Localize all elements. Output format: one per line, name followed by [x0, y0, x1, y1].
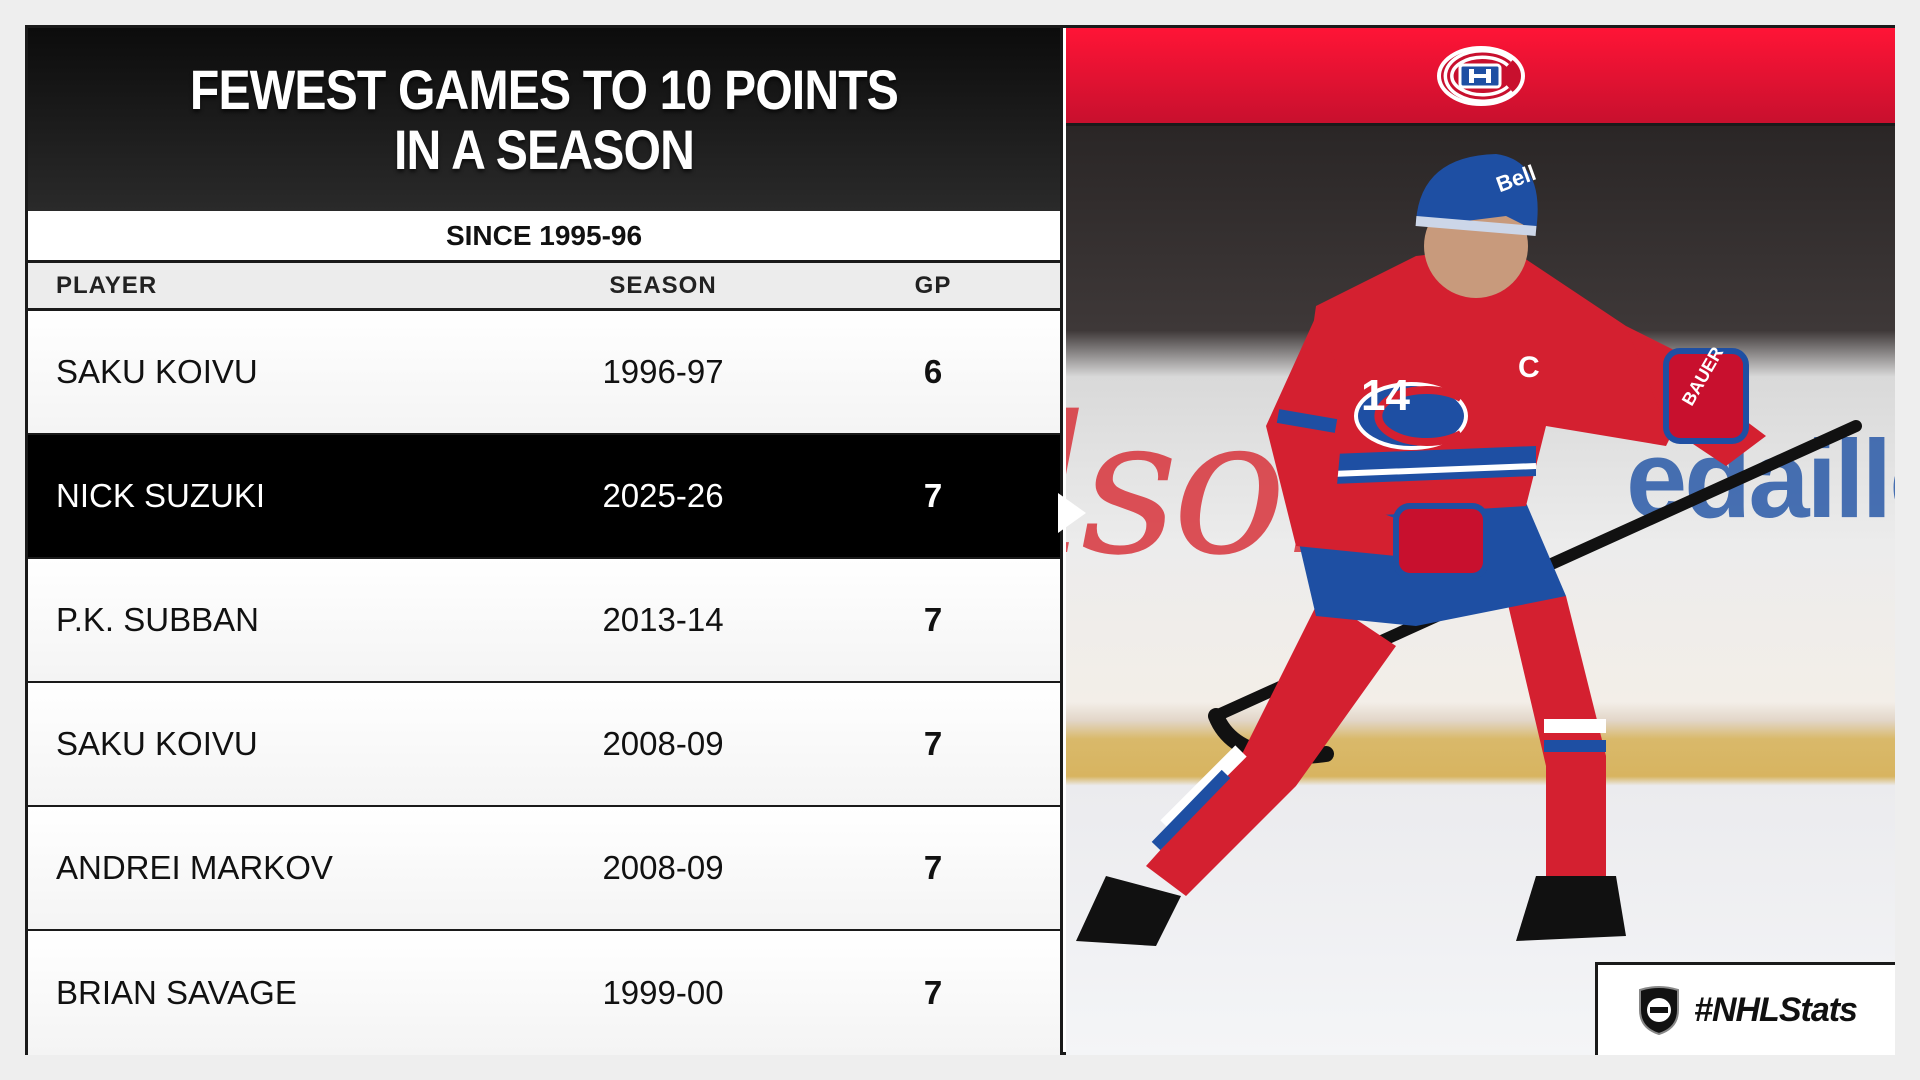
captain-letter-text: C: [1518, 351, 1540, 384]
table-row: ANDREI MARKOV 2008-09 7: [28, 807, 1060, 931]
player-illustration: [1076, 154, 1862, 946]
player-photo: lson edailles: [1066, 126, 1895, 1055]
table-row-highlighted: NICK SUZUKI 2025-26 7: [28, 435, 1060, 559]
column-header-player: PLAYER: [56, 271, 158, 299]
jersey-number-text: 14: [1361, 371, 1410, 420]
gp-value: 7: [923, 601, 943, 638]
stats-table-panel: FEWEST GAMES TO 10 POINTS IN A SEASON SI…: [28, 28, 1063, 1055]
highlight-pointer-icon: [1058, 493, 1086, 533]
table-row: SAKU KOIVU 1996-97 6: [28, 311, 1060, 435]
gp-value: 7: [923, 725, 943, 762]
nhl-stats-badge: #NHLStats: [1595, 962, 1895, 1055]
table-header: PLAYER SEASON GP: [28, 263, 1060, 311]
season-value: 2008-09: [602, 849, 724, 886]
gp-value: 7: [923, 477, 943, 514]
season-value: 2013-14: [602, 601, 724, 638]
hashtag-text: #NHLStats: [1694, 990, 1858, 1029]
column-header-season: SEASON: [609, 271, 717, 299]
column-header-gp: GP: [914, 271, 952, 299]
gp-value: 7: [923, 974, 943, 1011]
page-title: FEWEST GAMES TO 10 POINTS IN A SEASON: [189, 57, 899, 181]
graphic-frame: FEWEST GAMES TO 10 POINTS IN A SEASON SI…: [25, 25, 1895, 1055]
player-name: SAKU KOIVU: [56, 353, 258, 390]
player-name: P.K. SUBBAN: [56, 601, 259, 638]
season-value: 1999-00: [602, 974, 724, 1011]
title-block: FEWEST GAMES TO 10 POINTS IN A SEASON: [28, 28, 1060, 211]
player-photo-panel: lson edailles: [1066, 28, 1895, 1055]
gp-value: 7: [923, 849, 943, 886]
player-name: NICK SUZUKI: [56, 477, 266, 514]
player-name: SAKU KOIVU: [56, 725, 258, 762]
nhl-shield-icon: [1639, 986, 1680, 1036]
season-value: 2008-09: [602, 725, 724, 762]
gp-value: 6: [923, 353, 943, 390]
team-banner: [1066, 28, 1895, 126]
canadiens-logo-icon: [1436, 45, 1525, 106]
table-row: SAKU KOIVU 2008-09 7: [28, 683, 1060, 807]
table-body: SAKU KOIVU 1996-97 6 NICK SUZUKI 2025-26…: [28, 311, 1060, 1055]
season-value: 1996-97: [602, 353, 724, 390]
player-name: ANDREI MARKOV: [56, 849, 333, 886]
table-row: P.K. SUBBAN 2013-14 7: [28, 559, 1060, 683]
subtitle: SINCE 1995-96: [28, 211, 1060, 263]
table-row: BRIAN SAVAGE 1999-00 7: [28, 931, 1060, 1055]
season-value: 2025-26: [602, 477, 724, 514]
player-name: BRIAN SAVAGE: [56, 974, 297, 1011]
